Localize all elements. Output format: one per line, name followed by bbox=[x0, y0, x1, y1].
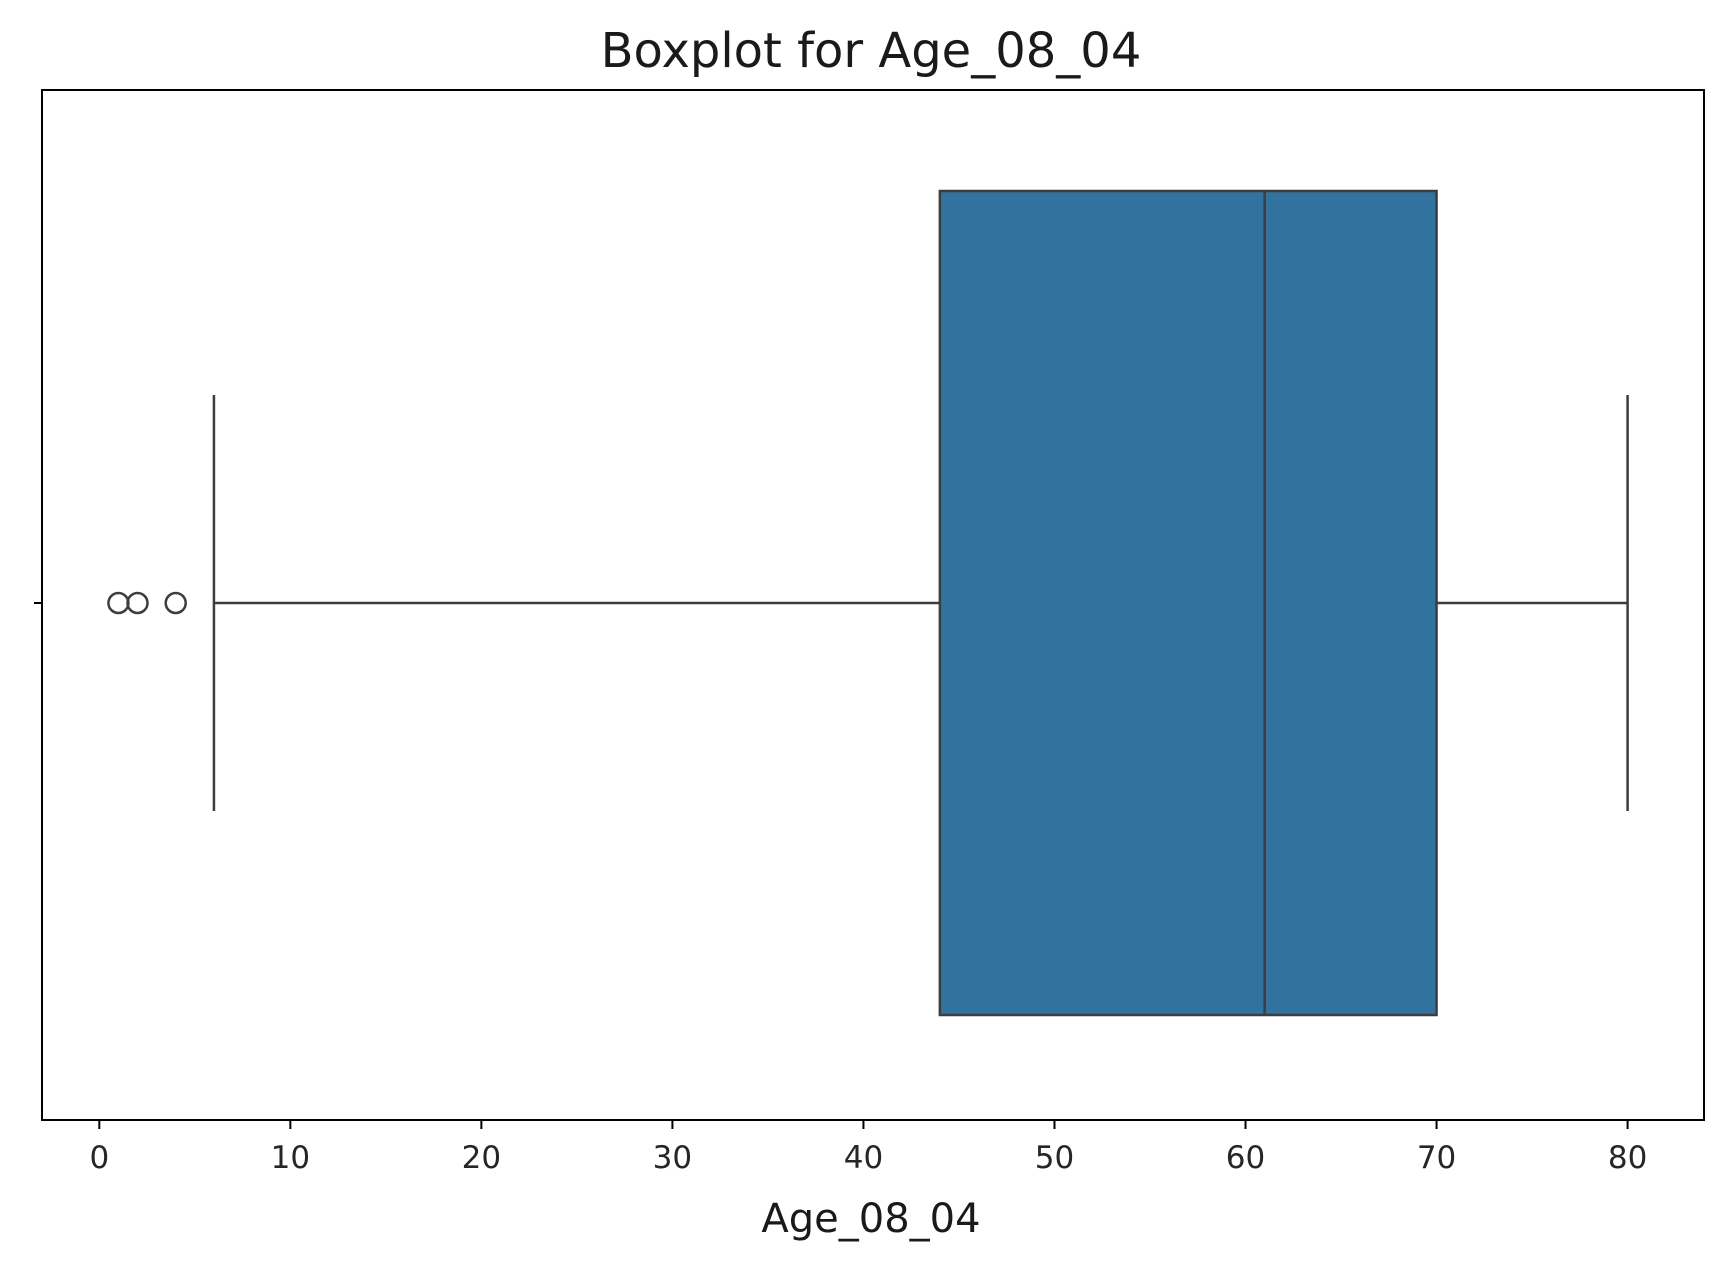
x-tick-label: 50 bbox=[1035, 1140, 1074, 1176]
x-tick-label: 60 bbox=[1226, 1140, 1265, 1176]
x-axis-label: Age_08_04 bbox=[761, 1196, 980, 1242]
outlier-point bbox=[107, 591, 130, 615]
x-tick-label: 10 bbox=[271, 1140, 310, 1176]
outlier-point bbox=[164, 591, 187, 615]
axes-frame bbox=[41, 89, 1705, 1121]
x-tick-label: 30 bbox=[653, 1140, 692, 1176]
x-tick-label: 0 bbox=[89, 1140, 109, 1176]
plot-area bbox=[34, 189, 1629, 1017]
x-tick-label: 20 bbox=[462, 1140, 501, 1176]
iqr-box bbox=[938, 189, 1438, 1017]
x-tick-label: 80 bbox=[1608, 1140, 1647, 1176]
x-tick-label: 40 bbox=[844, 1140, 883, 1176]
x-tick-label: 70 bbox=[1417, 1140, 1456, 1176]
outlier-point bbox=[126, 591, 149, 615]
x-axis-ticks: 0 10 20 30 40 50 60 70 80 bbox=[89, 1120, 1647, 1176]
chart-title: Boxplot for Age_08_04 bbox=[601, 23, 1142, 79]
